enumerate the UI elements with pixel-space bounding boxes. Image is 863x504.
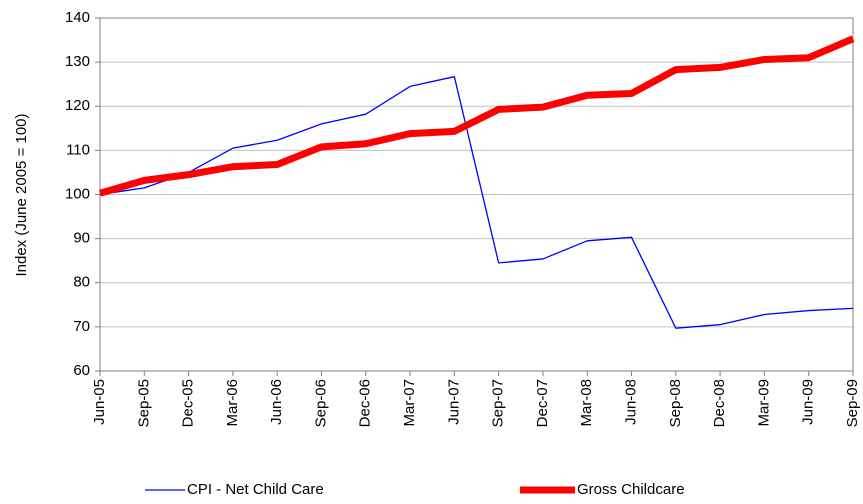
x-tick-label: Mar-09 [755, 379, 772, 427]
y-tick-label: 100 [65, 185, 90, 202]
x-tick-label: Mar-06 [224, 379, 241, 427]
series-line [99, 35, 855, 197]
x-tick-label: Dec-05 [180, 379, 197, 427]
y-tick-label: 120 [65, 97, 90, 114]
x-tick-label: Dec-07 [534, 379, 551, 427]
x-tick-label: Jun-05 [91, 379, 108, 425]
x-tick-label: Jun-08 [622, 379, 639, 425]
y-tick-label: 60 [73, 362, 90, 379]
y-tick-label: 70 [73, 318, 90, 335]
x-tick-label: Jun-06 [268, 379, 285, 425]
y-tick-label: 80 [73, 274, 90, 291]
y-tick-label: 140 [65, 9, 90, 26]
y-tick-label: 130 [65, 53, 90, 70]
x-tick-label: Sep-07 [490, 379, 507, 427]
y-tick-label: 110 [66, 141, 90, 158]
x-tick-label: Sep-05 [135, 379, 152, 427]
x-tick-label: Dec-08 [711, 379, 728, 427]
x-tick-label: Sep-06 [312, 379, 329, 427]
x-tick-label: Sep-09 [844, 379, 861, 427]
x-tick-label: Jun-07 [445, 379, 462, 425]
y-tick-label: 90 [73, 230, 90, 247]
x-tick-label: Jun-09 [800, 379, 817, 425]
legend-label: Gross Childcare [577, 481, 685, 498]
x-tick-label: Mar-08 [578, 379, 595, 427]
series-line [99, 76, 854, 329]
x-tick-label: Sep-08 [667, 379, 684, 427]
legend-label: CPI - Net Child Care [187, 481, 324, 498]
x-tick-label: Dec-06 [357, 379, 374, 427]
y-axis-label: Index (June 2005 = 100) [13, 113, 30, 276]
x-tick-label: Mar-07 [401, 379, 418, 427]
